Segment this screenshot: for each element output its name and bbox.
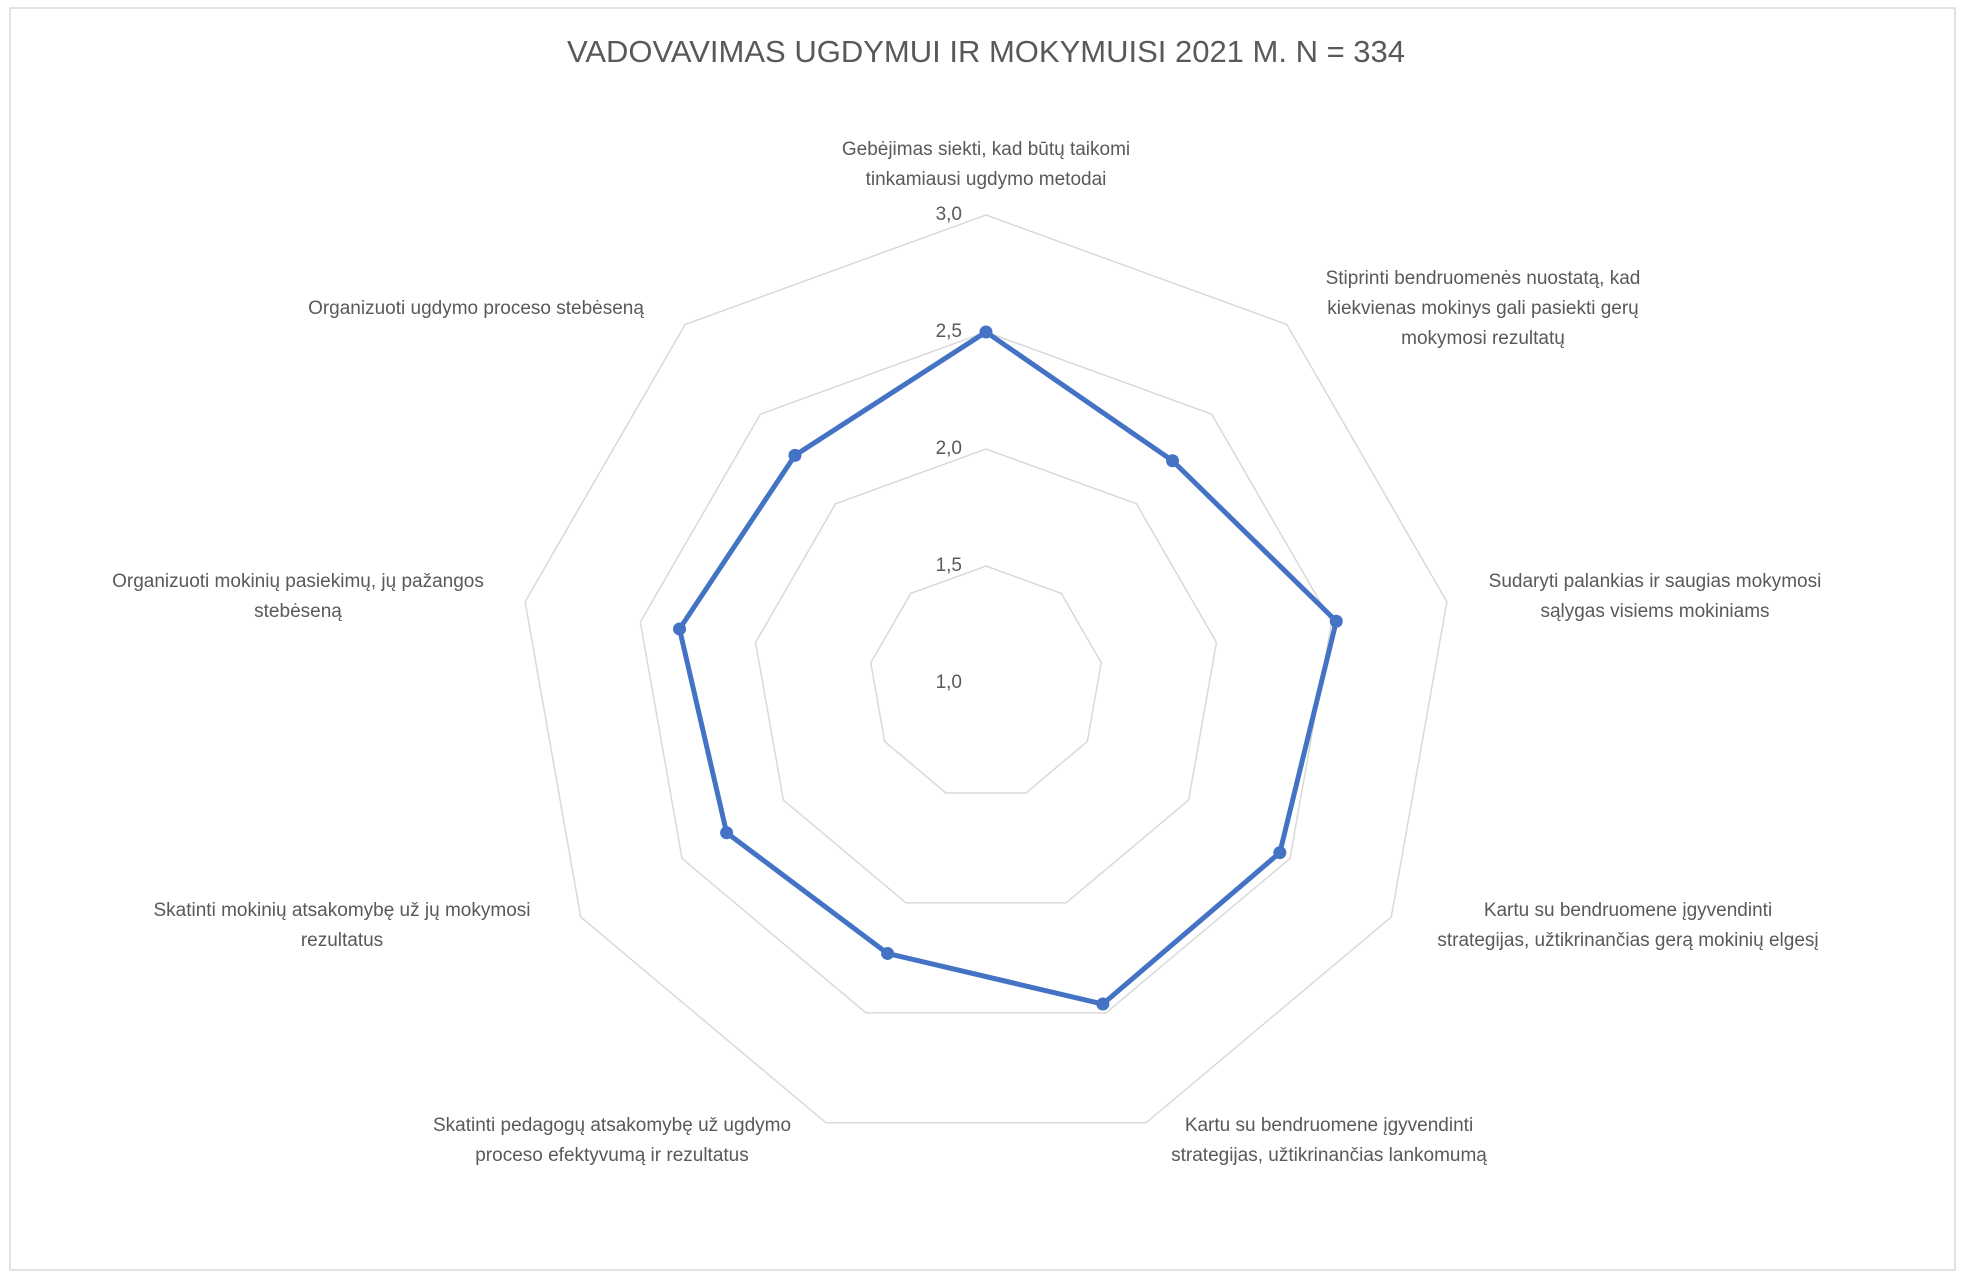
category-line: kiekvienas mokinys gali pasiekti gerų <box>1327 298 1639 319</box>
r-tick-label: 2,0 <box>936 438 962 459</box>
category-label: Kartu su bendruomene įgyvendinti strategi… <box>1437 900 1818 951</box>
category-line: tinkamiausi ugdymo metodai <box>866 169 1107 190</box>
grid-ring <box>754 448 1218 904</box>
category-line: strategijas, užtikrinančias gerą mokinių… <box>1437 930 1818 951</box>
category-line: mokymosi rezultatų <box>1401 328 1565 349</box>
r-tick-label: 2,5 <box>936 321 962 342</box>
point <box>979 325 993 339</box>
category-line: Skatinti pedagogų atsakomybę už ugdymo <box>433 1115 791 1136</box>
r-tick-label: 3,0 <box>936 204 962 225</box>
category-line: Kartu su bendruomene įgyvendinti <box>1484 900 1772 921</box>
category-label: Organizuoti ugdymo proceso stebėseną <box>308 298 644 319</box>
r-tick-label: 1,0 <box>936 672 962 693</box>
point <box>1096 997 1110 1011</box>
point <box>720 826 734 840</box>
point <box>788 448 802 462</box>
grid-ring <box>639 331 1333 1014</box>
category-line: strategijas, užtikrinančias lankomumą <box>1171 1145 1487 1166</box>
category-label: Organizuoti mokinių pasiekimų, jų pažang… <box>112 571 484 622</box>
category-label: Skatinti pedagogų atsakomybę už ugdymo pr… <box>433 1115 791 1166</box>
category-line: Kartu su bendruomene įgyvendinti <box>1185 1115 1473 1136</box>
chart-frame <box>9 7 1956 1271</box>
category-line: proceso efektyvumą ir rezultatus <box>475 1145 749 1166</box>
category-label: Gebėjimas siekti, kad būtų taikomi tinkam… <box>842 139 1130 190</box>
point <box>1166 454 1180 468</box>
category-line: Gebėjimas siekti, kad būtų taikomi <box>842 139 1130 160</box>
category-label: Skatinti mokinių atsakomybę už jų mokymo… <box>154 900 531 951</box>
category-line: rezultatus <box>301 930 383 951</box>
category-label: Sudaryti palankias ir saugias mokymosi są… <box>1489 571 1822 622</box>
category-line: Skatinti mokinių atsakomybę už jų mokymo… <box>154 900 531 921</box>
chart-title: VADOVAVIMAS UGDYMUI IR MOKYMUISI 2021 M.… <box>567 34 1405 69</box>
grid-ring <box>524 214 1448 1124</box>
point <box>1329 614 1343 628</box>
category-line: stebėseną <box>254 601 342 622</box>
category-label: Stiprinti bendruomenės nuostatą, kad kiek… <box>1326 268 1641 349</box>
grid-ring <box>869 565 1103 794</box>
point <box>673 622 687 636</box>
category-line: sąlygas visiems mokiniams <box>1540 601 1769 622</box>
point <box>1273 846 1287 860</box>
category-line: Organizuoti ugdymo proceso stebėseną <box>308 298 644 319</box>
category-label: Kartu su bendruomene įgyvendinti strategi… <box>1171 1115 1487 1166</box>
r-tick-label: 1,5 <box>936 555 962 576</box>
series-line <box>677 329 1339 1007</box>
category-line: Stiprinti bendruomenės nuostatą, kad <box>1326 268 1641 289</box>
point <box>881 946 895 960</box>
category-line: Organizuoti mokinių pasiekimų, jų pažang… <box>112 571 484 592</box>
category-line: Sudaryti palankias ir saugias mokymosi <box>1489 571 1822 592</box>
